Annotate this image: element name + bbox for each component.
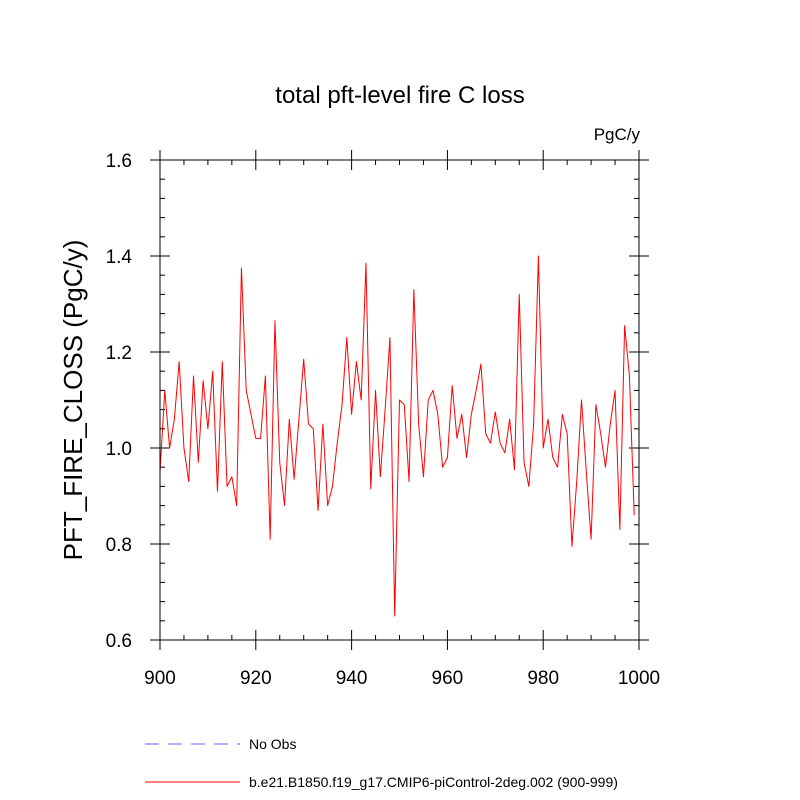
y-tick-label: 1.0 (106, 439, 132, 460)
chart-title: total pft-level fire C loss (275, 82, 524, 109)
plot-frame (159, 159, 640, 641)
x-tick-label: 900 (144, 668, 176, 689)
legend-label-no-obs: No Obs (249, 736, 296, 752)
y-tick-label: 1.4 (106, 247, 133, 268)
units-label: PgC/y (594, 125, 641, 144)
axis-tick-labels: 900 920 940 960 980 1000 0.6 0.8 1.0 1.2 1.4 1.6 (106, 151, 661, 689)
y-tick-label: 1.6 (106, 151, 132, 172)
y-tick-label: 0.6 (106, 631, 132, 652)
x-tick-label: 920 (240, 668, 272, 689)
x-tick-label: 960 (432, 668, 464, 689)
series-line (159, 255, 635, 617)
x-tick-label: 1000 (618, 668, 660, 689)
x-tick-label: 980 (527, 668, 559, 689)
legend-label-model: b.e21.B1850.f19_g17.CMIP6-piControl-2deg… (249, 774, 618, 790)
axis-ticks (150, 150, 649, 650)
x-tick-label: 940 (336, 668, 368, 689)
y-tick-label: 1.2 (106, 343, 132, 364)
y-axis-label: PFT_FIRE_CLOSS (PgC/y) (58, 240, 88, 561)
y-tick-label: 0.8 (106, 535, 132, 556)
legend: No Obs b.e21.B1850.f19_g17.CMIP6-piContr… (145, 736, 618, 790)
